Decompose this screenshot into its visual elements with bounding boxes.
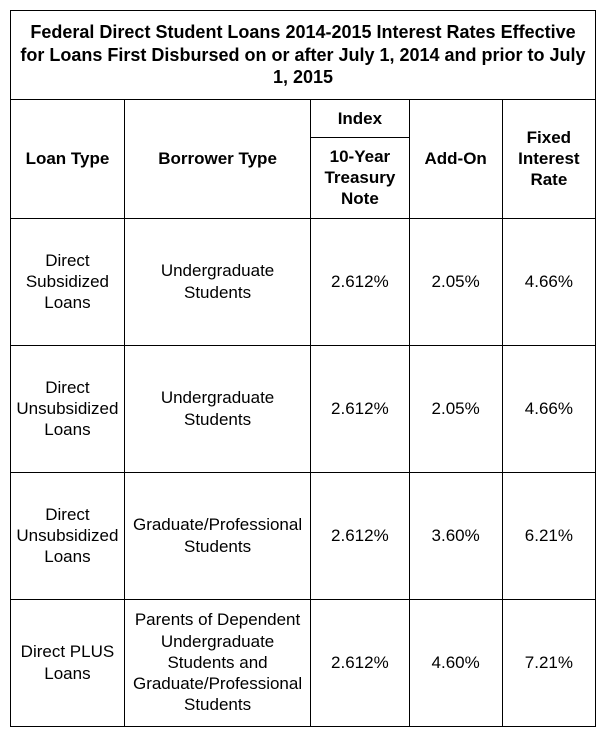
cell-rate: 4.66% — [502, 218, 595, 345]
title-row: Federal Direct Student Loans 2014-2015 I… — [11, 11, 596, 100]
table-title: Federal Direct Student Loans 2014-2015 I… — [11, 11, 596, 100]
table-row: Direct Unsubsidized Loans Graduate/Profe… — [11, 472, 596, 599]
cell-index: 2.612% — [311, 472, 409, 599]
header-borrower-type: Borrower Type — [124, 99, 310, 218]
cell-rate: 7.21% — [502, 599, 595, 726]
table-row: Direct Subsidized Loans Undergraduate St… — [11, 218, 596, 345]
cell-borrower-type: Undergraduate Students — [124, 218, 310, 345]
table-row: Direct PLUS Loans Parents of Dependent U… — [11, 599, 596, 726]
cell-add-on: 2.05% — [409, 345, 502, 472]
cell-add-on: 4.60% — [409, 599, 502, 726]
header-row-1: Loan Type Borrower Type Index Add-On Fix… — [11, 99, 596, 137]
header-add-on: Add-On — [409, 99, 502, 218]
cell-loan-type: Direct Subsidized Loans — [11, 218, 125, 345]
cell-add-on: 2.05% — [409, 218, 502, 345]
rates-table: Federal Direct Student Loans 2014-2015 I… — [10, 10, 596, 727]
cell-add-on: 3.60% — [409, 472, 502, 599]
cell-index: 2.612% — [311, 345, 409, 472]
cell-loan-type: Direct Unsubsidized Loans — [11, 345, 125, 472]
cell-borrower-type: Parents of Dependent Undergraduate Stude… — [124, 599, 310, 726]
table-row: Direct Unsubsidized Loans Undergraduate … — [11, 345, 596, 472]
header-index-sub: 10-Year Treasury Note — [311, 137, 409, 218]
cell-borrower-type: Undergraduate Students — [124, 345, 310, 472]
header-fixed-rate: Fixed Interest Rate — [502, 99, 595, 218]
header-loan-type: Loan Type — [11, 99, 125, 218]
cell-rate: 6.21% — [502, 472, 595, 599]
cell-index: 2.612% — [311, 218, 409, 345]
cell-borrower-type: Graduate/Professional Students — [124, 472, 310, 599]
header-index: Index — [311, 99, 409, 137]
cell-loan-type: Direct PLUS Loans — [11, 599, 125, 726]
cell-loan-type: Direct Unsubsidized Loans — [11, 472, 125, 599]
cell-index: 2.612% — [311, 599, 409, 726]
cell-rate: 4.66% — [502, 345, 595, 472]
